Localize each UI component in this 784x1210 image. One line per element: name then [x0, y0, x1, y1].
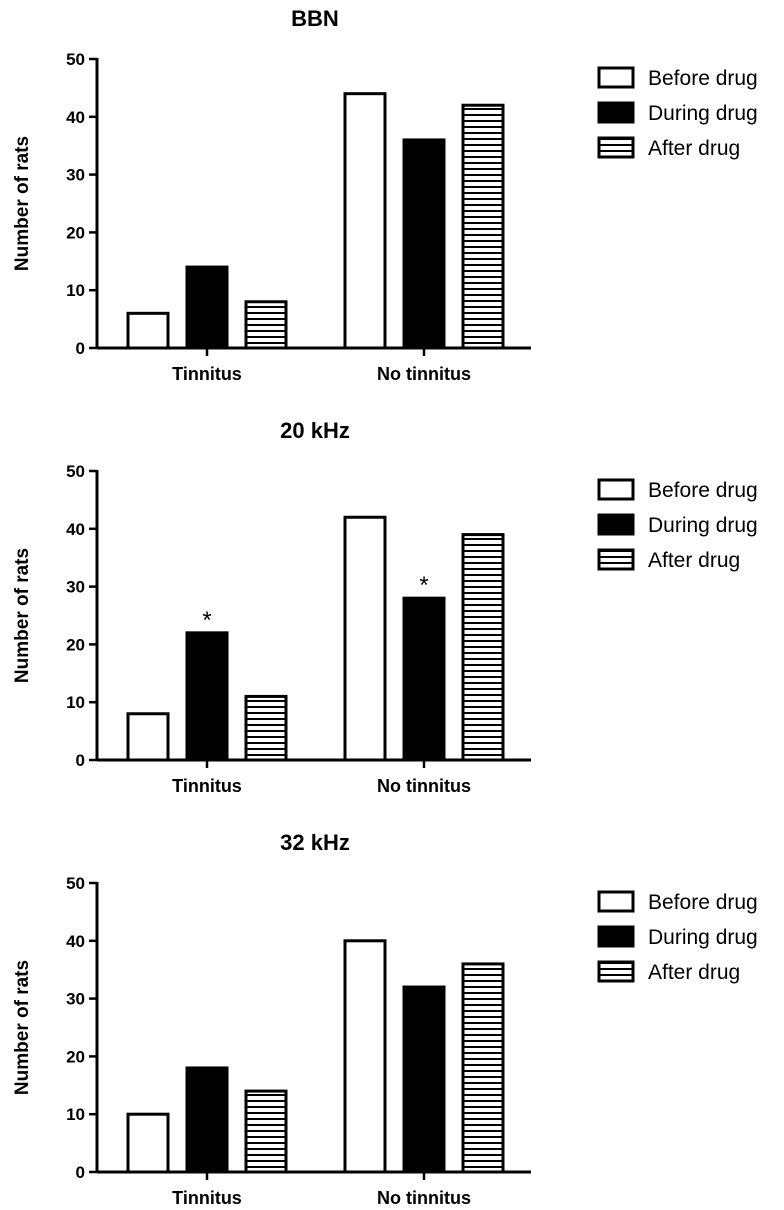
- y-axis-label: Number of rats: [12, 136, 33, 271]
- legend-swatch-during-drug: [597, 513, 635, 536]
- legend-label-after-drug: After drug: [648, 137, 740, 160]
- x-category-label: No tinnitus: [377, 364, 471, 384]
- y-tick-label: 50: [66, 50, 85, 69]
- y-tick-label: 50: [66, 874, 85, 893]
- legend-swatch-after-drug: [597, 136, 635, 159]
- bar-no-tinnitus-after-drug: [461, 103, 505, 350]
- significance-marker: *: [419, 572, 428, 599]
- legend-label-before-drug: Before drug: [648, 479, 758, 502]
- legend-swatch-before-drug: [597, 890, 635, 913]
- y-tick-label: 20: [66, 635, 85, 654]
- bar-no-tinnitus-after-drug: [461, 533, 505, 762]
- y-tick-label: 50: [66, 462, 85, 481]
- legend-swatch-during-drug: [597, 925, 635, 948]
- bar-tinnitus-during-drug: [185, 631, 229, 762]
- y-tick-label: 20: [66, 1047, 85, 1066]
- y-tick-label: 10: [66, 693, 85, 712]
- chart-panel-1: BBN Number of rats 0 10 20 30 40 50 Tinnitus No t…: [12, 6, 758, 384]
- chart-panel-2: 20 kHz Number of rats 0 10 20 30 40 50 * Tinnitus…: [12, 418, 758, 796]
- bar-tinnitus-during-drug: [185, 265, 229, 350]
- y-tick-label: 10: [66, 1105, 85, 1124]
- legend-swatch-during-drug: [597, 101, 635, 124]
- bar-no-tinnitus-after-drug: [461, 962, 505, 1174]
- y-tick-label: 30: [66, 166, 85, 185]
- legend-swatch-before-drug: [597, 66, 635, 89]
- y-tick-label: 0: [76, 751, 85, 770]
- legend-label-during-drug: During drug: [648, 926, 758, 949]
- y-tick-label: 0: [76, 339, 85, 358]
- y-tick-label: 30: [66, 990, 85, 1009]
- y-tick-label: 40: [66, 932, 85, 951]
- chart-title: 32 kHz: [280, 830, 350, 855]
- x-category-label: Tinnitus: [172, 364, 242, 384]
- legend-swatch-after-drug: [597, 548, 635, 571]
- y-tick-label: 20: [66, 223, 85, 242]
- y-tick-label: 0: [76, 1163, 85, 1182]
- legend-label-before-drug: Before drug: [648, 67, 758, 90]
- bar-tinnitus-after-drug: [244, 300, 288, 350]
- y-tick-label: 40: [66, 520, 85, 539]
- legend-label-before-drug: Before drug: [648, 891, 758, 914]
- y-axis-label: Number of rats: [12, 548, 33, 683]
- bar-tinnitus-during-drug: [185, 1066, 229, 1174]
- y-axis-label: Number of rats: [12, 960, 33, 1095]
- bar-no-tinnitus-before-drug: [343, 939, 387, 1174]
- bar-tinnitus-before-drug: [126, 712, 170, 762]
- x-category-label: Tinnitus: [172, 1188, 242, 1208]
- bar-tinnitus-after-drug: [244, 694, 288, 762]
- legend-label-during-drug: During drug: [648, 102, 758, 125]
- legend-label-after-drug: After drug: [648, 549, 740, 572]
- bar-tinnitus-before-drug: [126, 1112, 170, 1174]
- x-category-label: No tinnitus: [377, 776, 471, 796]
- bar-no-tinnitus-before-drug: [343, 92, 387, 350]
- bar-no-tinnitus-during-drug: [402, 985, 446, 1174]
- legend-label-during-drug: During drug: [648, 514, 758, 537]
- bar-tinnitus-before-drug: [126, 311, 170, 350]
- chart-panel-3: 32 kHz Number of rats 0 10 20 30 40 50 Tinnitus N…: [12, 830, 758, 1208]
- legend-label-after-drug: After drug: [648, 961, 740, 984]
- y-tick-label: 40: [66, 108, 85, 127]
- x-category-label: Tinnitus: [172, 776, 242, 796]
- significance-marker: *: [202, 607, 211, 634]
- y-tick-label: 30: [66, 578, 85, 597]
- chart-title: BBN: [291, 6, 339, 31]
- bar-tinnitus-after-drug: [244, 1089, 288, 1174]
- x-category-label: No tinnitus: [377, 1188, 471, 1208]
- bar-no-tinnitus-during-drug: [402, 138, 446, 350]
- legend-swatch-before-drug: [597, 478, 635, 501]
- chart-title: 20 kHz: [280, 418, 350, 443]
- bar-no-tinnitus-before-drug: [343, 515, 387, 762]
- bar-no-tinnitus-during-drug: [402, 596, 446, 762]
- legend-swatch-after-drug: [597, 960, 635, 983]
- y-tick-label: 10: [66, 281, 85, 300]
